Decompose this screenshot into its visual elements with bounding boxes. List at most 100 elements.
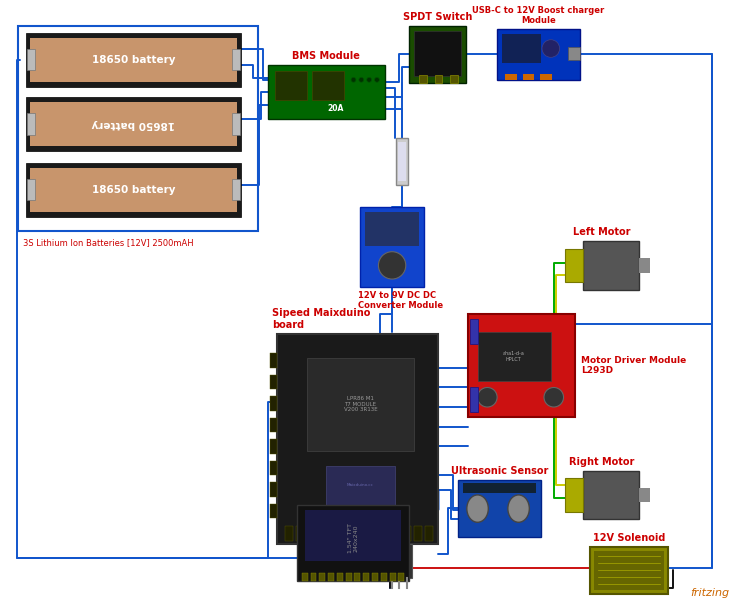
Bar [360, 207, 424, 287]
Bar [583, 241, 639, 290]
Bar [302, 573, 307, 581]
Bar [350, 526, 358, 541]
Bar [372, 573, 378, 581]
Text: Motor Driver Module
L293D: Motor Driver Module L293D [581, 356, 686, 375]
Bar [505, 74, 517, 80]
Bar [339, 526, 346, 541]
Bar [30, 38, 237, 82]
Bar [269, 353, 278, 368]
Bar [398, 573, 404, 581]
Ellipse shape [374, 77, 380, 82]
Bar [382, 526, 390, 541]
Bar [404, 526, 411, 541]
Bar [363, 573, 369, 581]
Bar [398, 143, 406, 181]
Bar [365, 212, 419, 246]
Bar [371, 526, 379, 541]
Bar [450, 75, 458, 83]
Bar [326, 466, 394, 505]
Ellipse shape [544, 387, 563, 407]
Bar [307, 526, 314, 541]
Bar [540, 74, 552, 80]
Bar [26, 163, 242, 217]
Bar [414, 526, 422, 541]
Text: fritzing: fritzing [691, 588, 730, 597]
Bar [285, 526, 293, 541]
Bar [523, 74, 534, 80]
Bar [381, 573, 387, 581]
Bar [26, 33, 242, 87]
Ellipse shape [478, 387, 497, 407]
Bar [639, 488, 650, 502]
Bar [269, 418, 278, 433]
Bar [27, 113, 35, 135]
Bar [424, 526, 433, 541]
Bar [328, 526, 336, 541]
Text: 20A: 20A [328, 104, 344, 113]
Bar [27, 179, 35, 200]
Text: 18650 battery: 18650 battery [92, 119, 176, 129]
Bar [307, 358, 414, 451]
Bar [19, 26, 258, 231]
Bar [297, 505, 410, 581]
Bar [410, 26, 466, 83]
Text: Sipeed Maixduino
board: Sipeed Maixduino board [272, 308, 370, 330]
Bar [232, 179, 240, 200]
Bar [232, 49, 240, 70]
Bar [458, 480, 541, 537]
Text: 18650 battery: 18650 battery [92, 54, 176, 65]
Text: aha1-d-a
HPLCT: aha1-d-a HPLCT [503, 351, 525, 362]
Bar [355, 573, 360, 581]
Bar [566, 479, 583, 512]
Bar [268, 65, 385, 119]
Ellipse shape [367, 77, 371, 82]
Bar [419, 75, 427, 83]
Bar [434, 75, 442, 83]
Bar [566, 248, 583, 282]
Bar [269, 375, 278, 389]
Bar [360, 526, 368, 541]
Bar [470, 387, 478, 412]
Bar [30, 168, 237, 212]
Bar [269, 482, 278, 497]
Bar [568, 47, 580, 60]
Bar [320, 573, 326, 581]
Bar [296, 526, 304, 541]
Bar [397, 138, 408, 185]
Bar [346, 573, 352, 581]
Bar [502, 34, 541, 63]
Text: USB-C to 12V Boost charger
Module: USB-C to 12V Boost charger Module [472, 6, 604, 25]
Bar [232, 113, 240, 135]
Bar [269, 439, 278, 454]
Bar [388, 544, 412, 578]
Bar [26, 97, 242, 151]
Bar [414, 31, 461, 76]
Bar [497, 29, 580, 80]
Text: LPR86 M1
T7 MODULE
V200 3R13E: LPR86 M1 T7 MODULE V200 3R13E [344, 396, 377, 412]
Ellipse shape [351, 77, 356, 82]
Text: 1.54" TFT
240x240: 1.54" TFT 240x240 [347, 523, 358, 553]
Bar [463, 483, 536, 493]
Text: Right Motor: Right Motor [569, 457, 634, 466]
Ellipse shape [359, 77, 364, 82]
Bar [269, 461, 278, 476]
Bar [269, 397, 278, 411]
Ellipse shape [508, 495, 530, 522]
Bar [328, 573, 334, 581]
Bar [337, 573, 343, 581]
Bar [468, 314, 575, 417]
Bar [275, 71, 307, 100]
Bar [583, 471, 639, 520]
Bar [594, 551, 664, 590]
Bar [313, 71, 344, 100]
Bar [392, 526, 400, 541]
Text: BMS Module: BMS Module [292, 51, 360, 61]
Text: 3S Lithium Ion Batteries [12V] 2500mAH: 3S Lithium Ion Batteries [12V] 2500mAH [23, 238, 194, 247]
Bar [278, 334, 439, 544]
Bar [590, 547, 668, 594]
Text: Left Motor: Left Motor [573, 227, 631, 237]
Text: 18650 battery: 18650 battery [92, 185, 176, 195]
Bar [639, 258, 650, 273]
Bar [27, 49, 35, 70]
Bar [304, 510, 401, 561]
